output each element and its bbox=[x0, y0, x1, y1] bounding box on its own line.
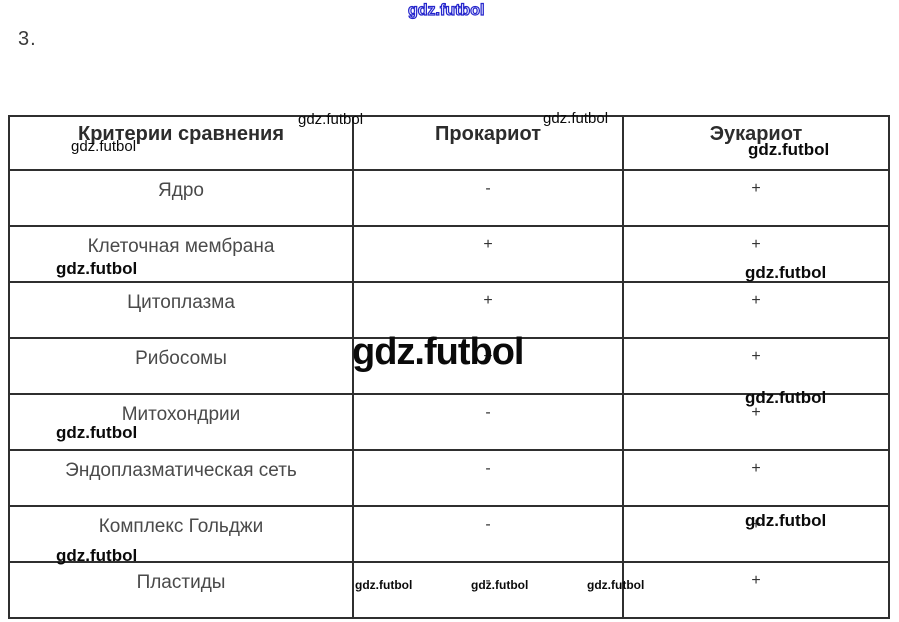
column-header-eukaryote: Эукариот bbox=[622, 115, 890, 171]
criteria-cell: Клеточная мембрана bbox=[8, 225, 354, 283]
prokaryote-cell: - bbox=[352, 449, 624, 507]
column-header-criteria: Критерии сравнения bbox=[8, 115, 354, 171]
eukaryote-cell: + bbox=[622, 337, 890, 395]
table-row-ribosomes: Рибосомы + + bbox=[8, 337, 890, 395]
header-row: Критерии сравнения Прокариот Эукариот bbox=[8, 115, 890, 171]
column-header-prokaryote: Прокариот bbox=[352, 115, 624, 171]
criteria-cell: Рибосомы bbox=[8, 337, 354, 395]
table-row-cell-membrane: Клеточная мембрана + + bbox=[8, 225, 890, 283]
prokaryote-cell: - bbox=[352, 393, 624, 451]
criteria-cell: Митохондрии bbox=[8, 393, 354, 451]
table-row-nucleus: Ядро - + bbox=[8, 169, 890, 227]
criteria-cell: Цитоплазма bbox=[8, 281, 354, 339]
eukaryote-cell: + bbox=[622, 281, 890, 339]
prokaryote-cell: + bbox=[352, 281, 624, 339]
criteria-cell: Комплекс Гольджи bbox=[8, 505, 354, 563]
item-number: 3. bbox=[18, 28, 37, 50]
prokaryote-cell: - bbox=[352, 505, 624, 563]
eukaryote-cell: + bbox=[622, 561, 890, 619]
prokaryote-cell: + bbox=[352, 225, 624, 283]
site-watermark-blue: gdz.futbol bbox=[407, 2, 485, 19]
criteria-cell: Эндоплазматическая сеть bbox=[8, 449, 354, 507]
criteria-cell: Пластиды bbox=[8, 561, 354, 619]
table-row-mitochondria: Митохондрии - + bbox=[8, 393, 890, 451]
table-row-golgi-complex: Комплекс Гольджи - + bbox=[8, 505, 890, 563]
eukaryote-cell: + bbox=[622, 225, 890, 283]
prokaryote-cell: - bbox=[352, 561, 624, 619]
prokaryote-cell: + bbox=[352, 337, 624, 395]
eukaryote-cell: + bbox=[622, 169, 890, 227]
table-row-endoplasmic-reticulum: Эндоплазматическая сеть - + bbox=[8, 449, 890, 507]
prokaryote-cell: - bbox=[352, 169, 624, 227]
table-row-cytoplasm: Цитоплазма + + bbox=[8, 281, 890, 339]
comparison-table: Критерии сравнения Прокариот Эукариот Яд… bbox=[8, 115, 890, 619]
eukaryote-cell: + bbox=[622, 449, 890, 507]
criteria-cell: Ядро bbox=[8, 169, 354, 227]
eukaryote-cell: + bbox=[622, 505, 890, 563]
table-row-plastids: Пластиды - + bbox=[8, 561, 890, 619]
eukaryote-cell: + bbox=[622, 393, 890, 451]
